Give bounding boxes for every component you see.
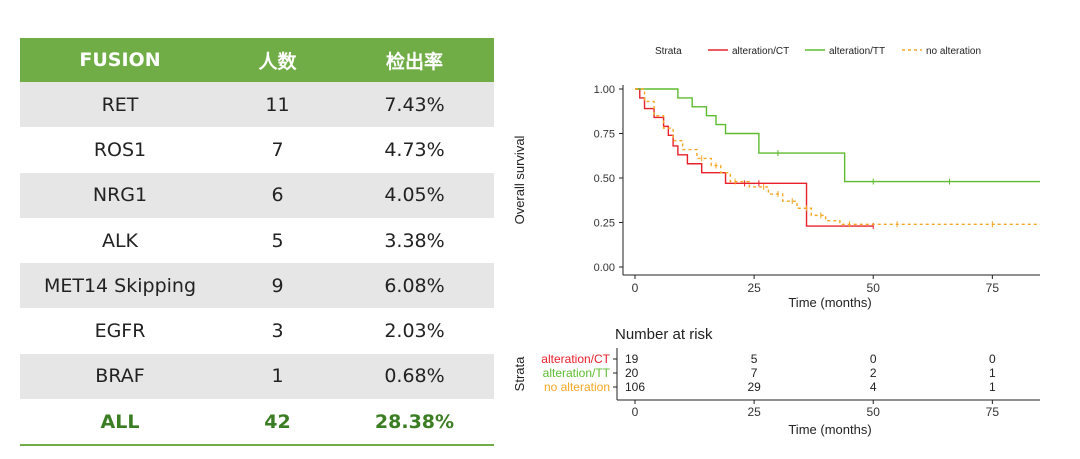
risk-count: 106 xyxy=(625,380,645,394)
y-tick-label: 1.00 xyxy=(594,84,615,96)
y-tick-label: 0.50 xyxy=(594,173,615,185)
x-axis-label: Time (months) xyxy=(788,295,871,310)
x-tick-group: 0 25 50 75 xyxy=(632,275,1000,295)
risk-row-label: alteration/TT xyxy=(543,366,611,380)
y-tick-group: 0.00 0.25 0.50 0.75 1.00 xyxy=(594,84,623,274)
table-row: BRAF 1 0.68% xyxy=(20,353,494,400)
y-tick-label: 0.25 xyxy=(594,218,615,230)
series-line-1 xyxy=(635,88,1040,183)
table-body: RET 11 7.43% ROS1 7 4.73% NRG1 6 4.05% A… xyxy=(20,82,494,400)
cell-rate: 0.68% xyxy=(335,353,494,400)
cell-rate: 6.08% xyxy=(335,263,494,309)
risk-count: 1 xyxy=(989,366,996,380)
risk-count: 1 xyxy=(989,380,996,394)
risk-row-label: no alteration xyxy=(544,380,610,394)
total-rate: 28.38% xyxy=(335,399,494,447)
x-tick-label: 50 xyxy=(867,281,881,295)
risk-x-tick-label: 50 xyxy=(867,405,881,419)
cell-fusion: NRG1 xyxy=(20,172,220,218)
cell-fusion: RET xyxy=(20,82,220,128)
risk-x-tick-label: 75 xyxy=(986,405,1000,419)
cell-count: 5 xyxy=(220,217,335,264)
table-row: ROS1 7 4.73% xyxy=(20,127,494,173)
cell-rate: 7.43% xyxy=(335,82,494,128)
risk-axes xyxy=(616,348,1040,401)
cell-fusion: ALK xyxy=(20,217,220,264)
cell-rate: 3.38% xyxy=(335,217,494,264)
x-tick-label: 25 xyxy=(747,281,761,295)
risk-count: 4 xyxy=(870,380,877,394)
risk-x-tick-label: 25 xyxy=(747,405,761,419)
fusion-table: FUSION 人数 检出率 RET 11 7.43% ROS1 7 4.73% … xyxy=(20,38,494,447)
legend-title: Strata xyxy=(655,46,682,57)
risk-table: alteration/CT 19 5 0 0 alteration/TT 20 7 2 1 no a… xyxy=(541,352,996,394)
y-axis-label: Overall survival xyxy=(512,135,527,224)
cell-fusion: MET14 Skipping xyxy=(20,263,220,309)
cell-count: 6 xyxy=(220,172,335,218)
risk-count: 0 xyxy=(870,352,877,366)
table-row: EGFR 3 2.03% xyxy=(20,308,494,354)
legend: Strata alteration/CT alteration/TT no al… xyxy=(655,46,981,57)
risk-count: 20 xyxy=(625,366,639,380)
y-tick-label: 0.75 xyxy=(594,129,615,141)
risk-count: 7 xyxy=(751,366,758,380)
risk-table-title: Number at risk xyxy=(615,326,713,343)
risk-row-label: alteration/CT xyxy=(541,352,610,366)
cell-count: 1 xyxy=(220,353,335,400)
legend-label-ct: alteration/CT xyxy=(732,46,789,57)
table-row: MET14 Skipping 9 6.08% xyxy=(20,263,494,309)
risk-x-axis-label: Time (months) xyxy=(788,422,871,437)
cell-rate: 2.03% xyxy=(335,308,494,354)
cell-fusion: ROS1 xyxy=(20,127,220,173)
header-count: 人数 xyxy=(220,38,335,82)
x-tick-label: 75 xyxy=(986,281,1000,295)
table-header: FUSION 人数 检出率 xyxy=(20,38,494,82)
cell-count: 11 xyxy=(220,82,335,128)
cell-rate: 4.73% xyxy=(335,127,494,173)
risk-count: 2 xyxy=(870,366,877,380)
cell-fusion: EGFR xyxy=(20,308,220,354)
table-header-row: FUSION 人数 检出率 xyxy=(20,38,494,82)
total-count: 42 xyxy=(220,399,335,447)
table-row: RET 11 7.43% xyxy=(20,82,494,128)
survival-axes xyxy=(622,85,1040,276)
total-fusion: ALL xyxy=(20,399,220,447)
cell-count: 7 xyxy=(220,127,335,173)
risk-count: 29 xyxy=(747,380,761,394)
series-line-2 xyxy=(635,88,1040,225)
cell-count: 9 xyxy=(220,263,335,309)
risk-count: 19 xyxy=(625,352,639,366)
y-tick-label: 0.00 xyxy=(594,262,615,274)
header-rate: 检出率 xyxy=(335,38,494,82)
table-row: NRG1 6 4.05% xyxy=(20,172,494,218)
risk-count: 0 xyxy=(989,352,996,366)
cell-count: 3 xyxy=(220,308,335,354)
table-total-row: ALL 42 28.38% xyxy=(20,399,494,447)
km-chart: Strata alteration/CT alteration/TT no al… xyxy=(512,46,1040,437)
legend-label-none: no alteration xyxy=(926,46,981,57)
risk-x-tick-label: 0 xyxy=(632,405,639,419)
risk-table-strata-label: Strata xyxy=(512,356,527,391)
legend-label-tt: alteration/TT xyxy=(829,46,885,57)
table-footer: ALL 42 28.38% xyxy=(20,399,494,447)
cell-rate: 4.05% xyxy=(335,172,494,218)
risk-x-tick-group: 0 25 50 75 xyxy=(632,400,1000,419)
series-line-0 xyxy=(635,88,874,227)
cell-fusion: BRAF xyxy=(20,353,220,400)
header-fusion: FUSION xyxy=(20,38,220,82)
x-tick-label: 0 xyxy=(632,281,639,295)
table-row: ALK 5 3.38% xyxy=(20,217,494,264)
risk-count: 5 xyxy=(751,352,758,366)
series-group xyxy=(635,88,1040,230)
